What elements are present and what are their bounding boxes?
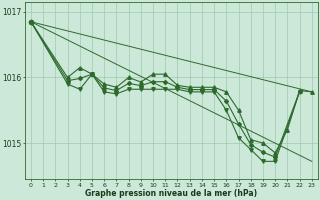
X-axis label: Graphe pression niveau de la mer (hPa): Graphe pression niveau de la mer (hPa) xyxy=(85,189,257,198)
